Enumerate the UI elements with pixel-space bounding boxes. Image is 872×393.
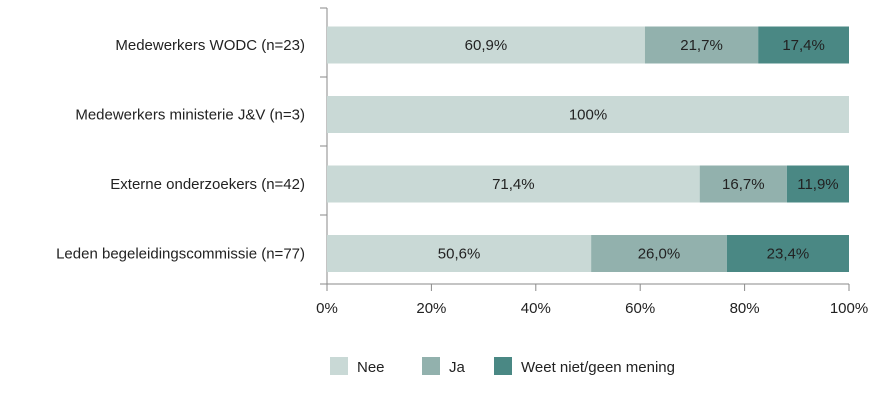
legend: Nee Ja Weet niet/geen mening bbox=[330, 357, 675, 376]
bar-segment bbox=[591, 235, 727, 272]
axis-layer: 0% 20% 40% 60% 80% 100% Medewerkers WODC (n=23… bbox=[56, 7, 868, 317]
data-label: 23,4% bbox=[767, 246, 810, 263]
bars-layer: 60,9% 21,7% 17,4% 100% 71,4% 16,7% 11,9% 50,6% 2… bbox=[327, 26, 849, 272]
category-label: Medewerkers ministerie J&V (n=3) bbox=[75, 107, 305, 124]
bar-segment bbox=[327, 165, 700, 203]
bar-segment bbox=[786, 165, 849, 203]
x-tick-label: 100% bbox=[830, 300, 868, 317]
data-label: 21,7% bbox=[680, 37, 723, 54]
data-label: 60,9% bbox=[465, 37, 508, 54]
legend-label: Ja bbox=[449, 359, 466, 376]
x-tick-label: 20% bbox=[416, 300, 446, 317]
x-tick-label: 60% bbox=[625, 300, 655, 317]
data-label: 11,9% bbox=[797, 176, 838, 193]
data-label: 100% bbox=[569, 107, 607, 124]
data-label: 71,4% bbox=[492, 176, 535, 193]
legend-swatch bbox=[422, 357, 440, 375]
bar-segment bbox=[327, 26, 645, 64]
bar-segment bbox=[327, 96, 849, 133]
data-label: 16,7% bbox=[722, 176, 765, 193]
data-label: 50,6% bbox=[438, 246, 481, 263]
bar-segment bbox=[327, 235, 592, 272]
legend-label: Weet niet/geen mening bbox=[521, 359, 675, 376]
bar-segment bbox=[726, 235, 849, 272]
legend-label: Nee bbox=[357, 359, 385, 376]
data-label: 17,4% bbox=[782, 37, 825, 54]
data-label: 26,0% bbox=[638, 246, 681, 263]
bar-segment bbox=[699, 165, 787, 203]
x-tick-label: 40% bbox=[521, 300, 551, 317]
legend-swatch bbox=[494, 357, 512, 375]
category-label: Medewerkers WODC (n=23) bbox=[115, 37, 305, 54]
bar-segment bbox=[644, 26, 759, 64]
bar-segment bbox=[758, 26, 849, 64]
category-label: Externe onderzoekers (n=42) bbox=[110, 176, 305, 193]
x-tick-label: 80% bbox=[730, 300, 760, 317]
x-tick-label: 0% bbox=[316, 300, 338, 317]
legend-swatch bbox=[330, 357, 348, 375]
category-label: Leden begeleidingscommissie (n=77) bbox=[56, 246, 305, 263]
